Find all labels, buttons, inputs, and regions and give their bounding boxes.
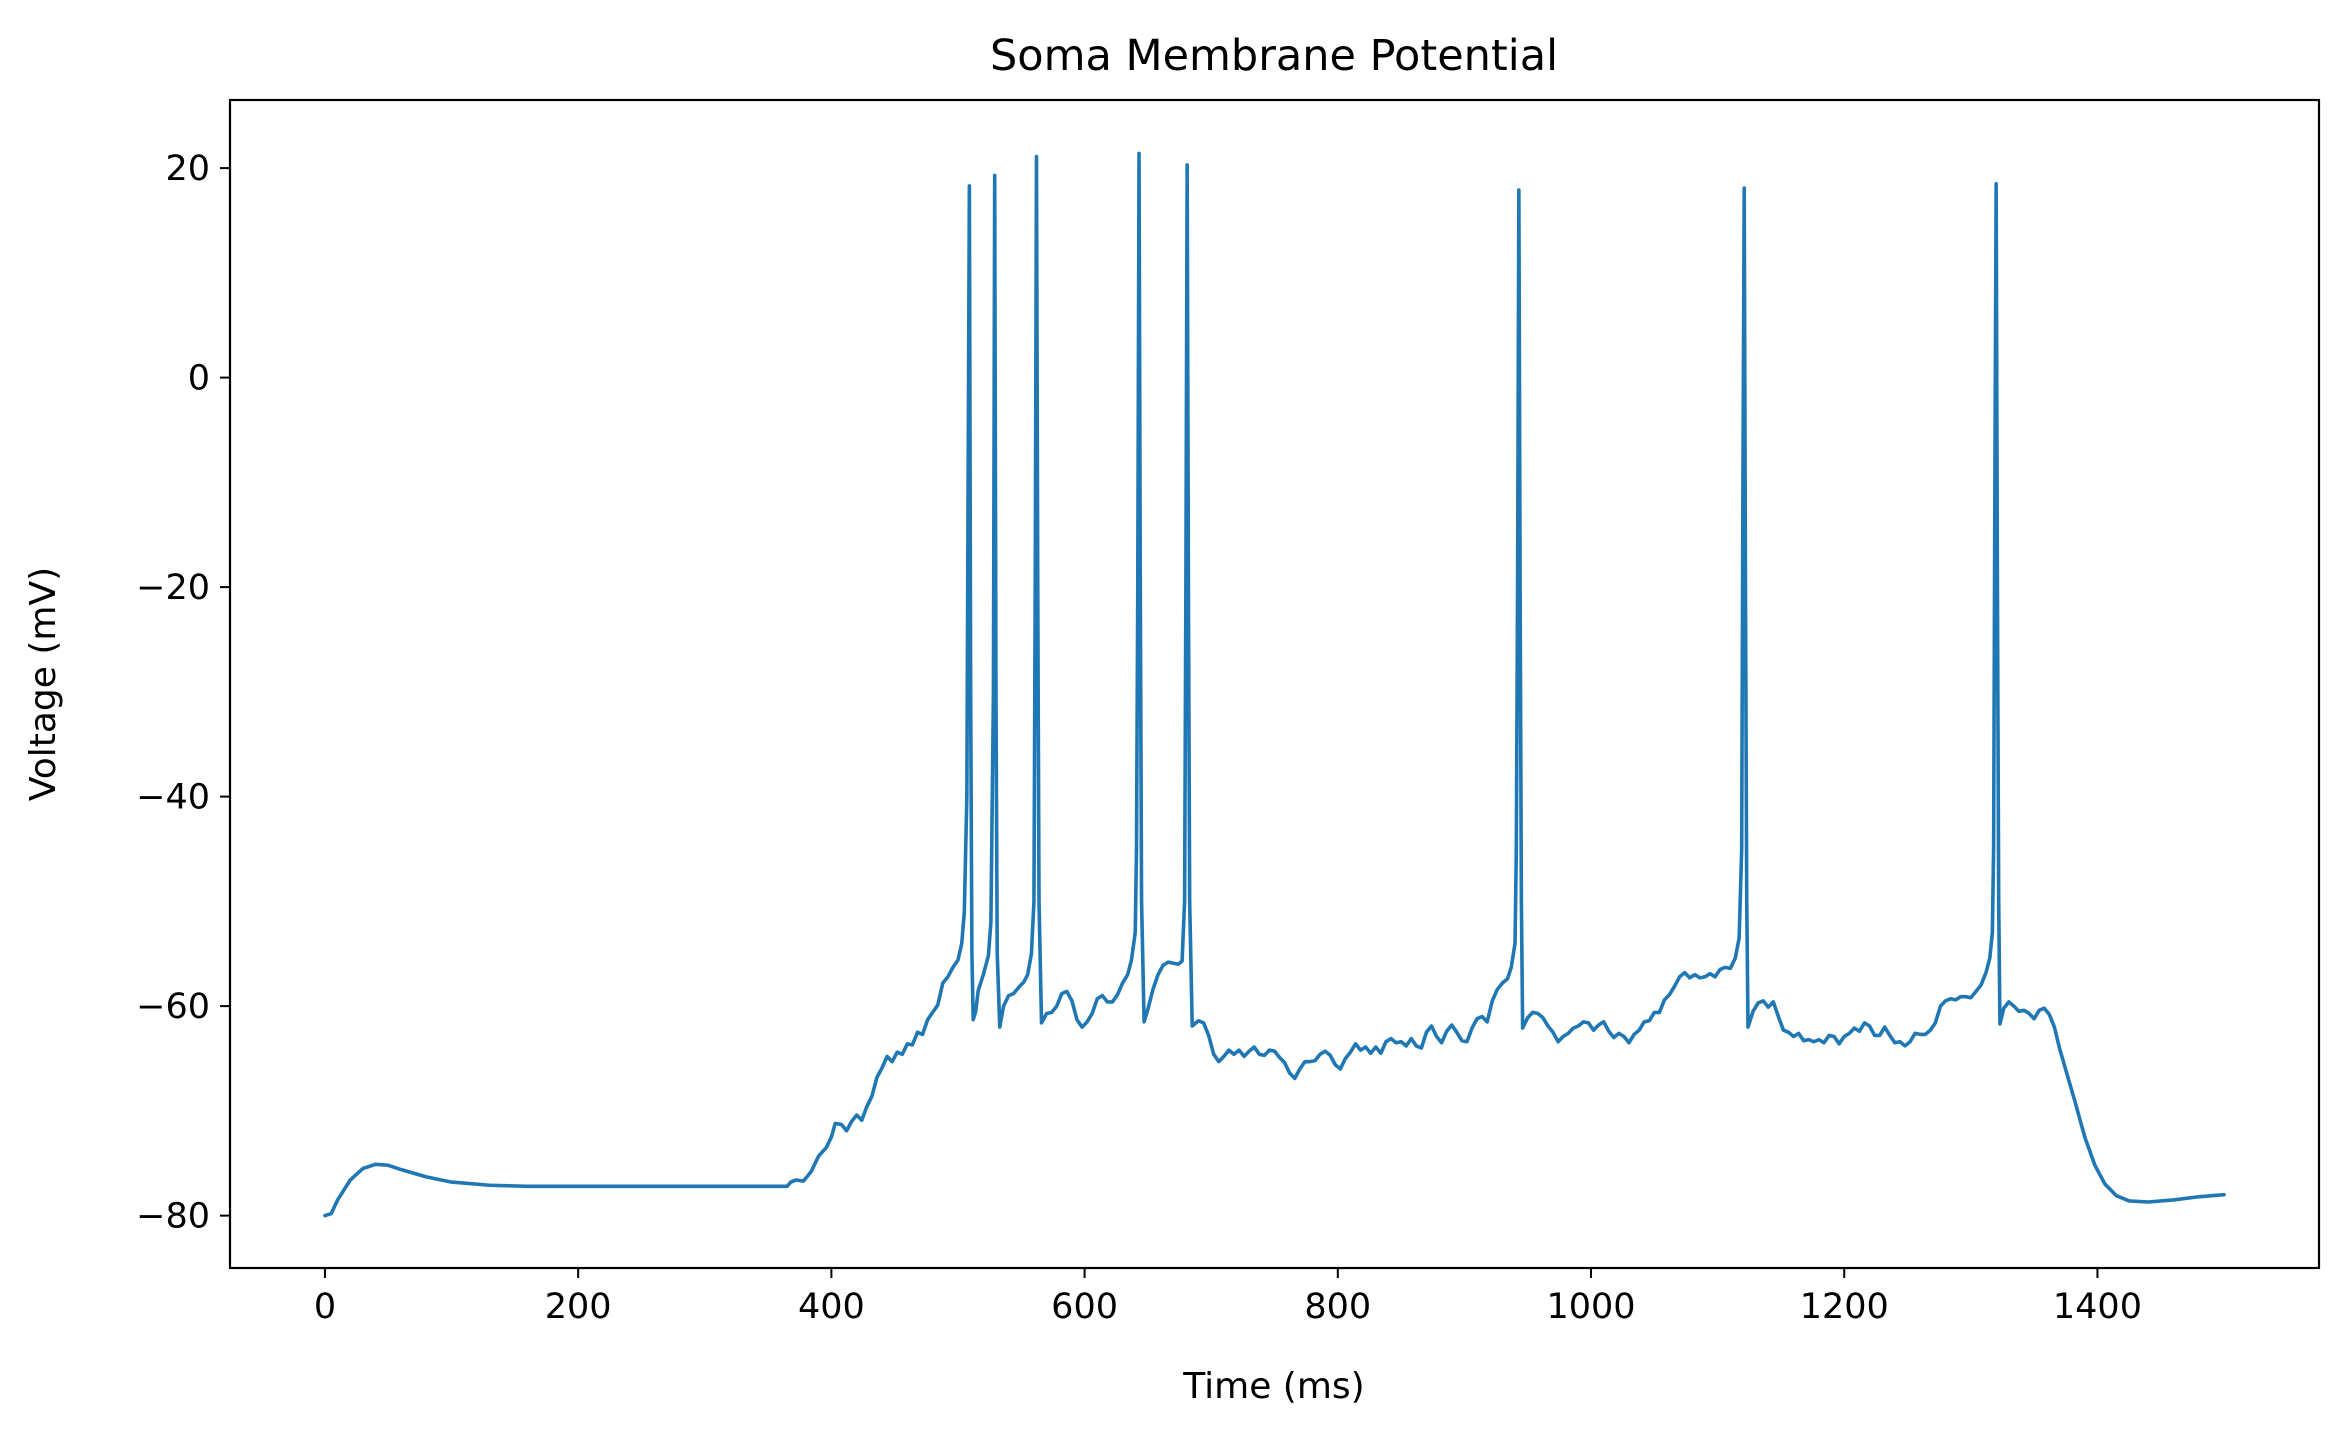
x-axis-label: Time (ms) bbox=[1182, 1366, 1364, 1407]
x-tick-label: 800 bbox=[1304, 1287, 1371, 1327]
series-layer bbox=[323, 151, 2226, 1218]
x-axis: 0 200 400 600 800 1000 1200 1400 bbox=[314, 1268, 2142, 1327]
x-tick-label: 400 bbox=[798, 1287, 865, 1327]
y-tick-label: −40 bbox=[136, 778, 210, 818]
x-tick-label: 600 bbox=[1051, 1287, 1118, 1327]
y-axis-label: Voltage (mV) bbox=[23, 567, 64, 801]
x-tick-label: 1400 bbox=[2053, 1287, 2142, 1327]
y-tick-label: −80 bbox=[136, 1197, 210, 1237]
x-tick-label: 200 bbox=[545, 1287, 612, 1327]
y-tick-label: 0 bbox=[188, 359, 210, 399]
y-tick-label: −20 bbox=[136, 568, 210, 608]
series-line-0 bbox=[323, 151, 2226, 1218]
chart-title: Soma Membrane Potential bbox=[990, 31, 1558, 81]
plot-frame bbox=[228, 98, 2321, 1270]
x-tick-label: 1000 bbox=[1546, 1287, 1635, 1327]
y-tick-label: 20 bbox=[165, 149, 210, 189]
x-tick-label: 0 bbox=[314, 1287, 336, 1327]
plot-area bbox=[230, 100, 2319, 1268]
x-tick-label: 1200 bbox=[1800, 1287, 1889, 1327]
y-tick-label: −60 bbox=[136, 987, 210, 1027]
y-axis: −80 −60 −40 −20 0 20 bbox=[136, 149, 230, 1237]
